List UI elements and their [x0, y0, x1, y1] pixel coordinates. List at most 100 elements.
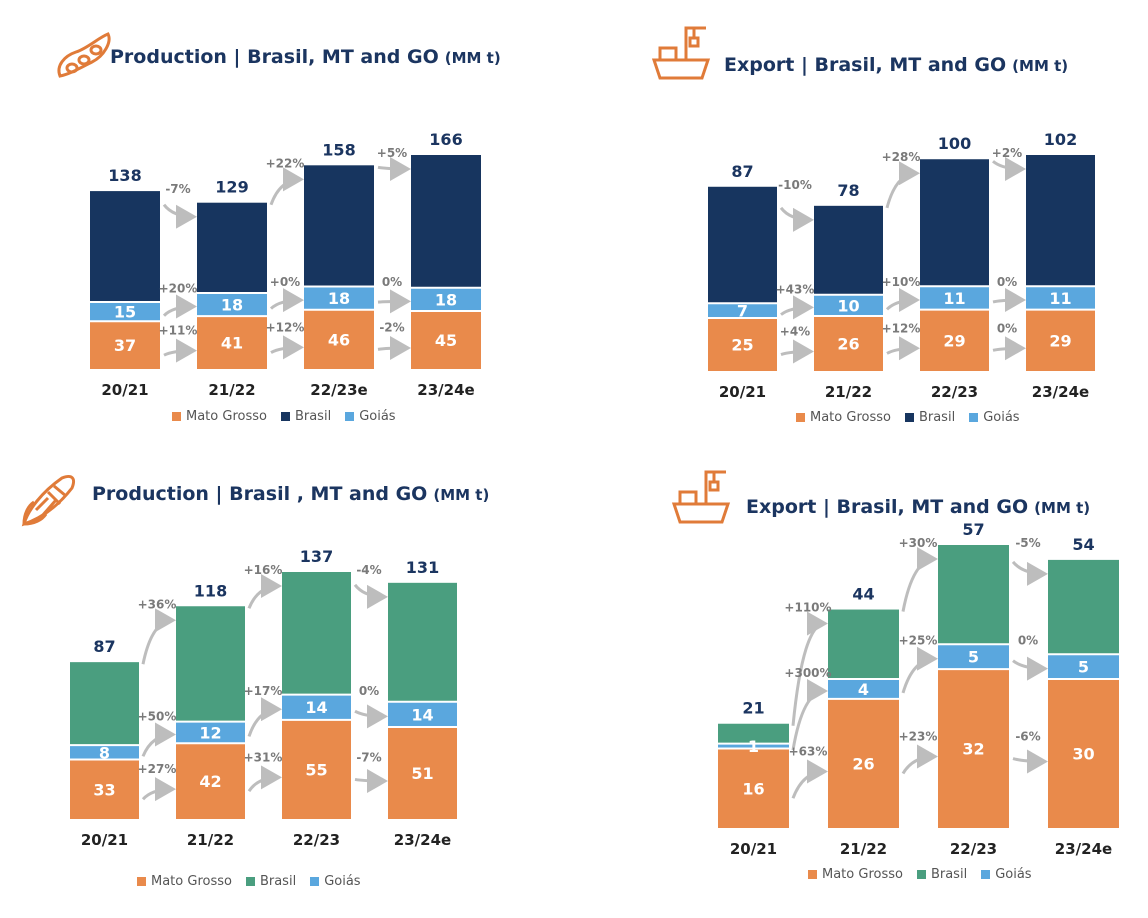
data-label-goias: 18: [328, 289, 350, 308]
change-label-brasil: +16%: [244, 563, 283, 577]
change-arrow-brasil: [992, 156, 1026, 181]
bar-brasil: [828, 609, 899, 680]
data-label-brasil: 131: [406, 558, 439, 577]
data-label-goias: 4: [858, 680, 869, 699]
chart-panel-corn-production: Production | Brasil , MT and GO (MM t) 33…: [21, 474, 489, 889]
data-label-goias: 5: [1078, 658, 1089, 677]
data-label-mato-grosso: 16: [742, 779, 764, 798]
change-arrow-goias: [1012, 656, 1048, 681]
data-label-mato-grosso: 45: [435, 331, 457, 350]
stacked-bar-chart: 37 15 138 20/21 41 18 129 21/22 46 18 158 22/23e 45 1…: [90, 130, 481, 399]
bar-brasil: [176, 606, 245, 722]
data-label-goias: 10: [837, 296, 859, 315]
bar-brasil: [814, 205, 883, 295]
change-label-mato-grosso: +11%: [159, 324, 198, 338]
bar-mato-grosso: [814, 315, 883, 371]
bar-mato-grosso: [708, 318, 777, 371]
category-label: 23/24e: [394, 831, 451, 849]
bar-goias: [828, 679, 899, 699]
data-label-goias: 14: [305, 698, 327, 717]
change-label-goias: +300%: [784, 666, 831, 680]
change-label-goias: 0%: [359, 684, 379, 698]
change-arrow-goias: [885, 287, 920, 312]
change-arrow-mato-grosso: [163, 338, 197, 363]
change-arrow-mato-grosso: [886, 336, 920, 361]
change-label-mato-grosso: +12%: [882, 321, 921, 335]
category-label: 20/21: [101, 381, 148, 399]
change-arrow-mato-grosso: [992, 336, 1026, 361]
data-label-mato-grosso: 29: [943, 331, 965, 350]
stacked-bar-chart: 25 7 87 20/21 26 10 78 21/22 29 11 100 22/23 29 11 102…: [708, 130, 1095, 401]
change-label-goias: +25%: [899, 634, 938, 648]
legend-item-brasil: Brasil: [280, 409, 331, 424]
change-arrow-mato-grosso: [270, 335, 304, 360]
data-label-goias: 7: [737, 302, 748, 321]
change-arrow-brasil: [141, 608, 176, 665]
chart-legend: Mato Grosso Brasil Goiás: [808, 867, 1032, 882]
category-label: 21/22: [825, 383, 872, 401]
change-label-mato-grosso: -6%: [1015, 730, 1040, 744]
category-label: 21/22: [840, 840, 887, 858]
change-label-brasil: -4%: [356, 563, 381, 577]
legend-item-goias: Goiás: [981, 867, 1032, 882]
bar-mato-grosso: [304, 309, 374, 369]
bar-goias: [938, 644, 1009, 670]
bar-mato-grosso: [938, 669, 1009, 828]
category-label: 23/24e: [1055, 840, 1112, 858]
category-label: 22/23: [931, 383, 978, 401]
data-label-mato-grosso: 30: [1072, 745, 1094, 764]
data-label-mato-grosso: 41: [221, 334, 243, 353]
legend-item-goias: Goiás: [345, 409, 396, 424]
legend-item-mato-grosso: Mato Grosso: [796, 410, 891, 425]
change-arrow-goias: [377, 289, 411, 314]
chart-panel-soy-export: Export | Brasil, MT and GO (MM t) 25 7 87 20…: [651, 26, 1095, 425]
bar-mato-grosso: [920, 309, 989, 371]
legend-item-brasil: Brasil: [916, 867, 967, 882]
change-arrow-brasil: [885, 161, 920, 209]
bar-mato-grosso: [828, 698, 899, 828]
category-label: 21/22: [187, 831, 234, 849]
change-label-goias: +17%: [244, 684, 283, 698]
change-label-goias: 0%: [1018, 634, 1038, 648]
change-arrow-mato-grosso: [377, 335, 411, 360]
change-label-mato-grosso: +27%: [138, 762, 177, 776]
data-label-brasil: 138: [108, 166, 141, 185]
category-label: 23/24e: [417, 381, 474, 399]
data-label-mato-grosso: 42: [199, 772, 221, 791]
bar-goias: [304, 286, 374, 310]
data-label-mato-grosso: 25: [731, 336, 753, 355]
change-label-goias: +50%: [138, 709, 177, 723]
change-arrow-goias: [791, 679, 828, 751]
change-arrow-brasil: [901, 547, 938, 612]
change-label-mato-grosso: +31%: [244, 750, 283, 764]
bar-goias: [70, 745, 139, 760]
bar-goias: [388, 701, 457, 728]
change-arrow-mato-grosso: [791, 759, 828, 799]
category-label: 22/23: [950, 840, 997, 858]
bar-goias: [1048, 654, 1119, 680]
bar-brasil: [304, 165, 374, 287]
change-arrow-goias: [162, 294, 197, 319]
data-label-brasil: 54: [1072, 535, 1094, 554]
change-label-brasil: +28%: [882, 150, 921, 164]
legend-item-goias: Goiás: [969, 410, 1020, 425]
bar-mato-grosso: [1026, 309, 1095, 371]
change-label-mato-grosso: -7%: [356, 750, 381, 764]
change-arrow-brasil: [162, 203, 197, 229]
bar-brasil: [1048, 559, 1119, 655]
change-label-brasil: -7%: [165, 182, 190, 196]
bar-goias: [920, 286, 989, 310]
bar-goias: [1026, 286, 1095, 310]
change-arrow-brasil: [353, 583, 388, 609]
data-label-goias: 15: [114, 303, 136, 322]
change-arrow-brasil: [247, 574, 282, 609]
change-arrow-mato-grosso: [354, 769, 388, 794]
change-arrow-mato-grosso: [1012, 749, 1048, 774]
legend-item-goias: Goiás: [310, 874, 361, 889]
change-label-brasil: -10%: [778, 178, 812, 192]
data-label-mato-grosso: 55: [305, 760, 327, 779]
category-label: 20/21: [81, 831, 128, 849]
bar-goias: [814, 294, 883, 316]
change-arrow-brasil: [791, 611, 828, 726]
